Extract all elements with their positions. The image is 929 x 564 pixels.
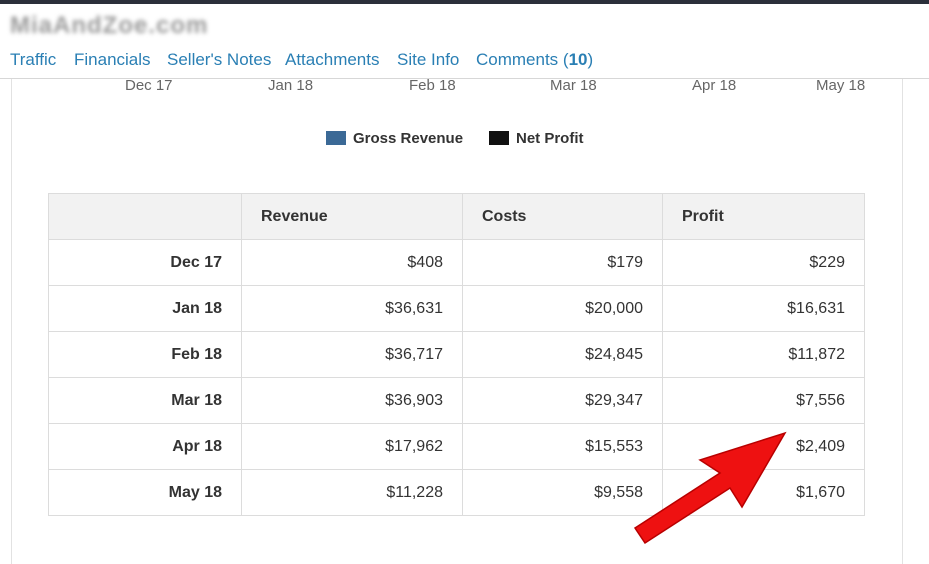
row-month: May 18 <box>48 469 242 516</box>
table-row: Apr 18 $17,962 $15,553 $2,409 <box>48 423 865 470</box>
x-axis-label: Dec 17 <box>125 77 173 94</box>
tab-sellers-notes[interactable]: Seller's Notes <box>167 47 271 73</box>
legend-label-net-profit: Net Profit <box>516 130 584 147</box>
legend-label-gross-revenue: Gross Revenue <box>353 130 464 147</box>
card-left-border <box>11 79 12 564</box>
cell-revenue: $408 <box>241 239 463 286</box>
x-axis-label: Jan 18 <box>268 77 314 94</box>
table-row: May 18 $11,228 $9,558 $1,670 <box>48 469 865 516</box>
financials-table: Revenue Costs Profit Dec 17 $408 $179 $2… <box>48 193 865 516</box>
legend-swatch-net-profit <box>489 131 509 145</box>
tab-traffic-label: Traffic <box>10 50 57 69</box>
tab-financials[interactable]: Financials <box>74 47 151 73</box>
cell-costs: $24,845 <box>462 331 663 378</box>
listing-tabs: Traffic Financials Seller's Notes Attach… <box>0 47 929 77</box>
table-row: Feb 18 $36,717 $24,845 $11,872 <box>48 331 865 378</box>
tab-attachments[interactable]: Attachments <box>285 47 380 73</box>
tab-sellers-notes-label: Seller's Notes <box>167 50 272 69</box>
table-row: Mar 18 $36,903 $29,347 $7,556 <box>48 377 865 424</box>
tab-financials-label: Financials <box>74 50 151 69</box>
cell-profit: $11,872 <box>662 331 865 378</box>
row-month: Feb 18 <box>48 331 242 378</box>
row-month: Mar 18 <box>48 377 242 424</box>
cell-revenue: $11,228 <box>241 469 463 516</box>
tab-site-info-label: Site Info <box>397 50 460 69</box>
tab-comments-suffix: ) <box>587 50 594 69</box>
tab-site-info[interactable]: Site Info <box>397 47 459 73</box>
tab-attachments-label: Attachments <box>285 50 380 69</box>
cell-revenue: $17,962 <box>241 423 463 470</box>
x-axis-label: Apr 18 <box>692 77 737 94</box>
tab-comments[interactable]: Comments (10) <box>476 47 593 73</box>
header-divider <box>0 78 929 79</box>
cell-costs: $15,553 <box>462 423 663 470</box>
column-header-profit: Profit <box>662 193 865 240</box>
tab-comments-label: Comments ( <box>476 50 569 69</box>
legend-swatch-gross-revenue <box>326 131 346 145</box>
cell-profit: $229 <box>662 239 865 286</box>
card-right-border <box>902 79 903 564</box>
table-row: Dec 17 $408 $179 $229 <box>48 239 865 286</box>
cell-revenue: $36,631 <box>241 285 463 332</box>
table-header-row: Revenue Costs Profit <box>48 193 865 240</box>
row-month: Dec 17 <box>48 239 242 286</box>
x-axis-label: Mar 18 <box>550 77 597 94</box>
site-title: MiaAndZoe.com <box>10 12 209 39</box>
x-axis-label: Feb 18 <box>409 77 456 94</box>
cell-profit: $7,556 <box>662 377 865 424</box>
column-header-revenue: Revenue <box>241 193 463 240</box>
table-row: Jan 18 $36,631 $20,000 $16,631 <box>48 285 865 332</box>
cell-costs: $20,000 <box>462 285 663 332</box>
cell-costs: $29,347 <box>462 377 663 424</box>
cell-revenue: $36,717 <box>241 331 463 378</box>
tab-traffic[interactable]: Traffic <box>10 47 56 73</box>
column-header-costs: Costs <box>462 193 663 240</box>
cell-profit: $16,631 <box>662 285 865 332</box>
comments-count: 10 <box>568 50 588 69</box>
window-top-strip <box>0 0 929 4</box>
column-header-month <box>48 193 242 240</box>
cell-revenue: $36,903 <box>241 377 463 424</box>
row-month: Jan 18 <box>48 285 242 332</box>
red-arrow-shape <box>633 431 787 545</box>
cell-costs: $179 <box>462 239 663 286</box>
x-axis-label: May 18 <box>816 77 866 94</box>
cell-costs: $9,558 <box>462 469 663 516</box>
